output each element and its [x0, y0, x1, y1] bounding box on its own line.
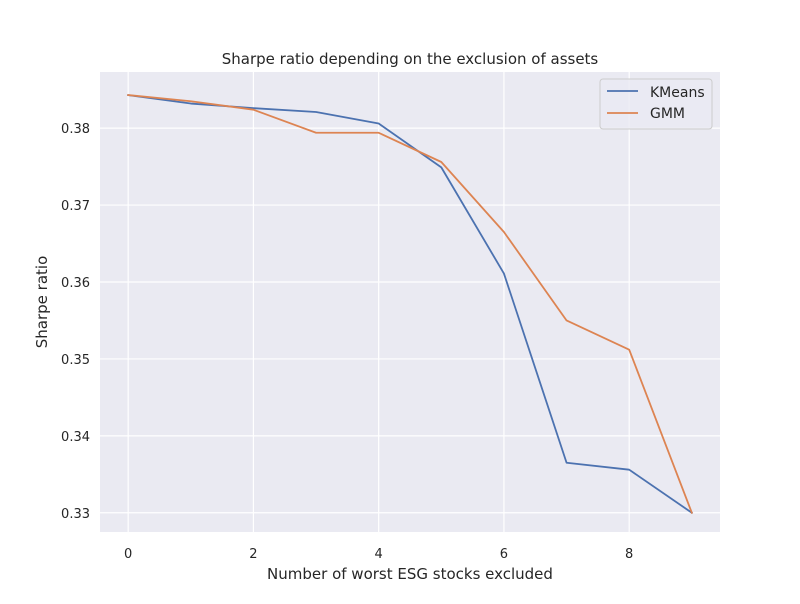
x-tick-label: 6	[500, 547, 508, 562]
y-tick-label: 0.38	[61, 122, 90, 137]
series-line-gmm	[127, 94, 693, 514]
legend: KMeans GMM	[599, 78, 713, 130]
y-tick-label: 0.34	[61, 430, 90, 445]
y-axis-label: Sharpe ratio	[33, 256, 51, 349]
chart-title: Sharpe ratio depending on the exclusion …	[222, 50, 599, 68]
legend-label-kmeans: KMeans	[650, 85, 705, 101]
plot-background	[100, 72, 720, 532]
x-tick-label: 0	[124, 547, 132, 562]
y-grid	[100, 127, 720, 514]
series-lines	[127, 94, 694, 515]
x-tick-label: 8	[625, 547, 633, 562]
x-tick-labels: 0 2 4 6 8	[124, 547, 633, 562]
x-tick-label: 2	[249, 547, 257, 562]
y-tick-label: 0.36	[61, 276, 90, 291]
legend-label-gmm: GMM	[650, 106, 685, 122]
y-tick-label: 0.33	[61, 507, 90, 522]
y-tick-label: 0.35	[61, 353, 90, 368]
x-axis-label: Number of worst ESG stocks excluded	[267, 565, 553, 583]
x-tick-label: 4	[375, 547, 383, 562]
y-tick-label: 0.37	[61, 199, 90, 214]
y-tick-labels: 0.33 0.34 0.35 0.36 0.37 0.38	[61, 122, 90, 522]
x-grid	[127, 72, 630, 532]
